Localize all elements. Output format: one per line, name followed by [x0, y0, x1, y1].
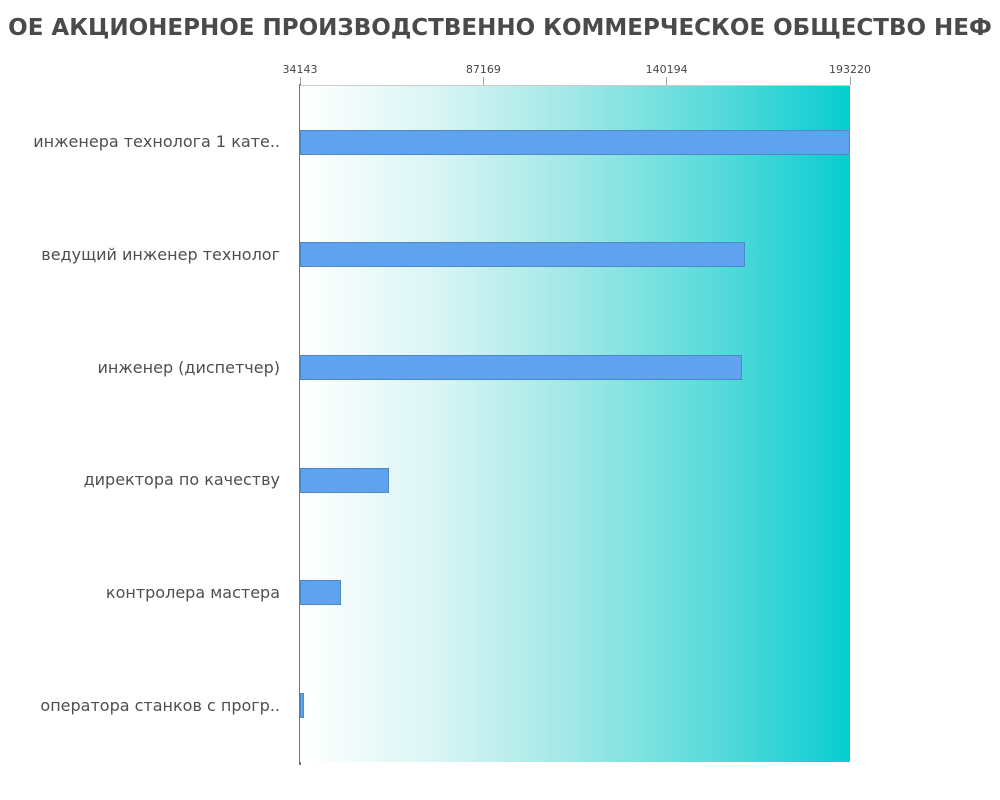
bar-row	[300, 649, 850, 762]
y-label-row: директора по качеству	[0, 423, 290, 536]
x-tick-mark	[299, 77, 301, 85]
bar	[300, 693, 304, 719]
chart-title-container: ОЕ АКЦИОНЕРНОЕ ПРОИЗВОДСТВЕННО КОММЕРЧЕС…	[0, 10, 1000, 46]
x-tick-label: 34143	[282, 63, 318, 76]
bar-row	[300, 311, 850, 424]
chart-title: ОЕ АКЦИОНЕРНОЕ ПРОИЗВОДСТВЕННО КОММЕРЧЕС…	[8, 15, 992, 41]
bar	[300, 467, 389, 493]
bar	[300, 355, 742, 381]
category-label: директора по качеству	[83, 470, 280, 490]
y-label-row: оператора станков с прогр..	[0, 649, 290, 762]
y-axis-category-labels: инженера технолога 1 кате.. ведущий инжен…	[0, 85, 290, 762]
x-tick-label: 193220	[829, 63, 871, 76]
category-label: инженер (диспетчер)	[97, 357, 280, 377]
x-tick-label: 140194	[645, 63, 688, 76]
x-tick-mark	[482, 77, 484, 85]
bar-row	[300, 86, 850, 199]
bar-row	[300, 199, 850, 312]
bar-row	[300, 424, 850, 537]
category-label: ведущий инженер технолог	[41, 244, 280, 264]
bar	[300, 580, 342, 606]
bar	[300, 242, 746, 268]
x-axis-tick-marks	[299, 77, 851, 85]
x-axis-tick-labels: 34143 87169 140194 193220	[283, 60, 872, 76]
x-tick-mark	[849, 77, 851, 85]
x-tick-label: 87169	[465, 63, 501, 76]
y-label-row: контролера мастера	[0, 536, 290, 649]
plot-area	[300, 85, 850, 762]
y-label-row: инженера технолога 1 кате..	[0, 85, 290, 198]
x-tick-mark	[666, 77, 668, 85]
bar	[300, 129, 850, 155]
category-label: оператора станков с прогр..	[40, 696, 280, 716]
y-label-row: ведущий инженер технолог	[0, 198, 290, 311]
bar-row	[300, 537, 850, 650]
category-label: контролера мастера	[105, 583, 280, 603]
y-label-row: инженер (диспетчер)	[0, 311, 290, 424]
category-label: инженера технолога 1 кате..	[33, 131, 280, 151]
